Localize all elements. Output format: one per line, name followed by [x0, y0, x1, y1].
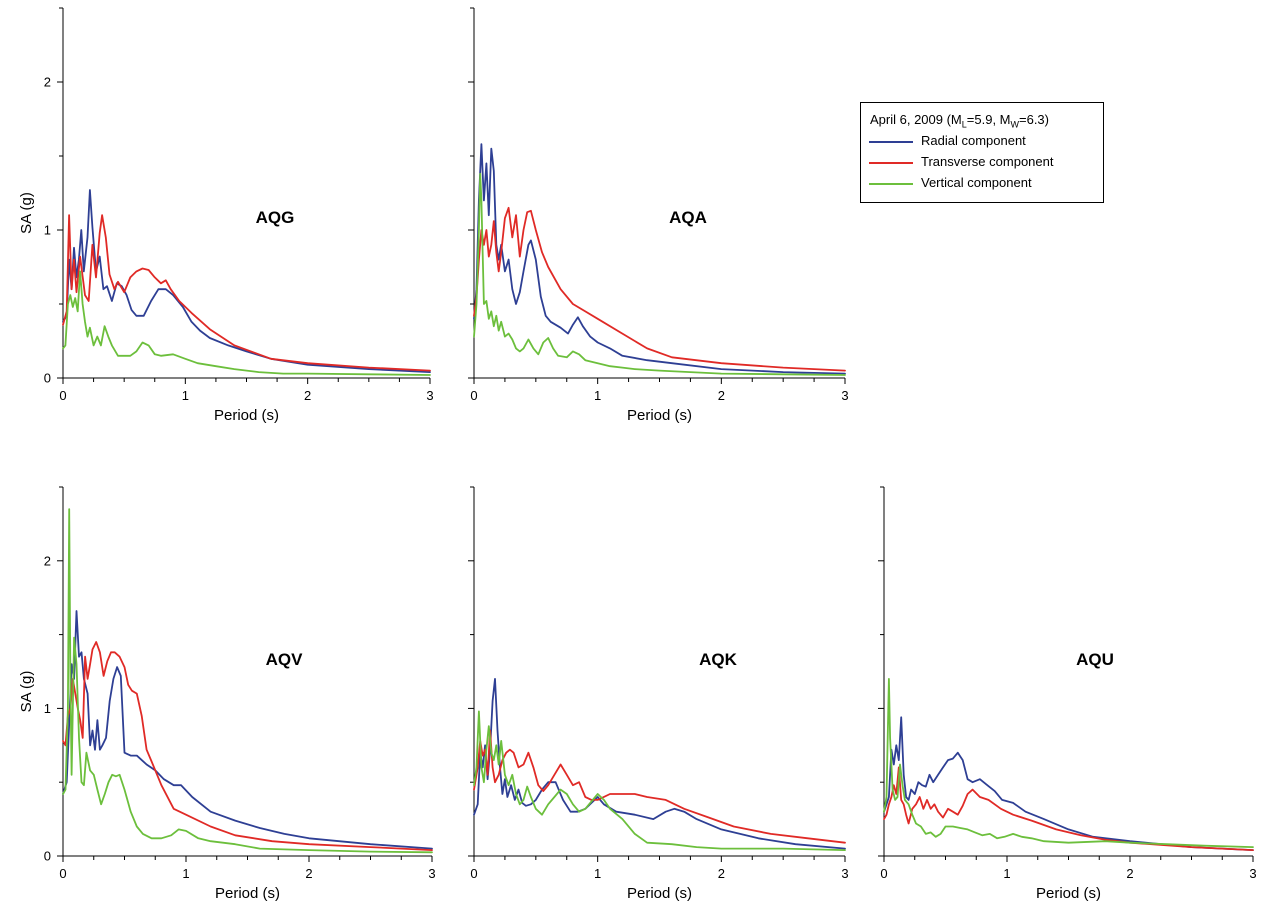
series-line-transverse-aqa [473, 206, 846, 372]
legend-title-suffix: =6.3) [1019, 112, 1049, 127]
y-tick-label-aqv: 1 [44, 701, 51, 716]
x-tick-label-aqg: 3 [426, 388, 433, 403]
legend-title: April 6, 2009 (ML=5.9, MW=6.3) [870, 112, 1049, 130]
series-line-radial-aqa [473, 143, 846, 375]
series-line-vertical-aqv [62, 508, 433, 854]
legend: April 6, 2009 (ML=5.9, MW=6.3) Radial co… [860, 102, 1104, 203]
y-tick-label-aqv: 2 [44, 553, 51, 568]
y-tick-label-aqv: 0 [44, 849, 51, 864]
station-label-aqk: AQK [699, 650, 738, 669]
x-axis-label-aqa: Period (s) [627, 407, 692, 424]
x-axis-label-aqu: Period (s) [1036, 885, 1101, 902]
legend-label-transverse: Transverse component [921, 154, 1054, 169]
y-tick-label-aqg: 1 [44, 223, 51, 238]
x-tick-label-aqa: 2 [718, 388, 725, 403]
x-tick-label-aqu: 1 [1003, 866, 1010, 881]
x-tick-label-aqa: 0 [470, 388, 477, 403]
x-axis-label-aqg: Period (s) [214, 407, 279, 424]
x-tick-label-aqg: 2 [304, 388, 311, 403]
x-tick-label-aqv: 1 [182, 866, 189, 881]
legend-title-mid: =5.9, M [966, 112, 1011, 127]
legend-title-sub-w: W [1010, 119, 1020, 130]
station-label-aqu: AQU [1076, 650, 1114, 669]
y-tick-label-aqg: 0 [44, 371, 51, 386]
x-tick-label-aqg: 1 [182, 388, 189, 403]
x-tick-label-aqk: 1 [594, 866, 601, 881]
x-tick-label-aqa: 1 [594, 388, 601, 403]
x-tick-label-aqk: 3 [841, 866, 848, 881]
series-line-transverse-aqk [473, 729, 846, 844]
legend-title-sub-l: L [961, 119, 967, 130]
legend-swatch-radial [869, 141, 913, 143]
station-label-aqg: AQG [256, 208, 295, 227]
series-line-transverse-aqg [62, 214, 431, 372]
station-label-aqv: AQV [266, 650, 304, 669]
x-tick-label-aqv: 3 [428, 866, 435, 881]
series-line-radial-aqu [883, 716, 1254, 851]
x-tick-label-aqk: 0 [470, 866, 477, 881]
series-line-vertical-aqa [473, 172, 846, 376]
y-axis-label-aqv: SA (g) [18, 671, 35, 713]
x-tick-label-aqv: 0 [59, 866, 66, 881]
x-tick-label-aqg: 0 [59, 388, 66, 403]
station-label-aqa: AQA [669, 208, 707, 227]
legend-swatch-vertical [869, 183, 913, 185]
series-line-vertical-aqg [62, 270, 431, 376]
series-line-transverse-aqu [883, 766, 1254, 851]
x-tick-label-aqu: 3 [1249, 866, 1256, 881]
series-line-vertical-aqu [883, 678, 1254, 848]
series-line-vertical-aqk [473, 710, 846, 851]
y-axis-label-aqg: SA (g) [18, 192, 35, 234]
x-tick-label-aqu: 2 [1126, 866, 1133, 881]
series-line-radial-aqv [62, 610, 433, 850]
x-tick-label-aqk: 2 [718, 866, 725, 881]
x-tick-label-aqv: 2 [305, 866, 312, 881]
x-axis-label-aqv: Period (s) [215, 885, 280, 902]
legend-label-vertical: Vertical component [921, 175, 1032, 190]
legend-label-radial: Radial component [921, 133, 1026, 148]
legend-swatch-transverse [869, 162, 913, 164]
x-axis-label-aqk: Period (s) [627, 885, 692, 902]
x-tick-label-aqa: 3 [841, 388, 848, 403]
y-tick-label-aqg: 2 [44, 75, 51, 90]
x-tick-label-aqu: 0 [880, 866, 887, 881]
legend-title-prefix: April 6, 2009 (M [870, 112, 962, 127]
series-line-radial-aqk [473, 678, 846, 850]
series-line-transverse-aqv [62, 641, 433, 851]
